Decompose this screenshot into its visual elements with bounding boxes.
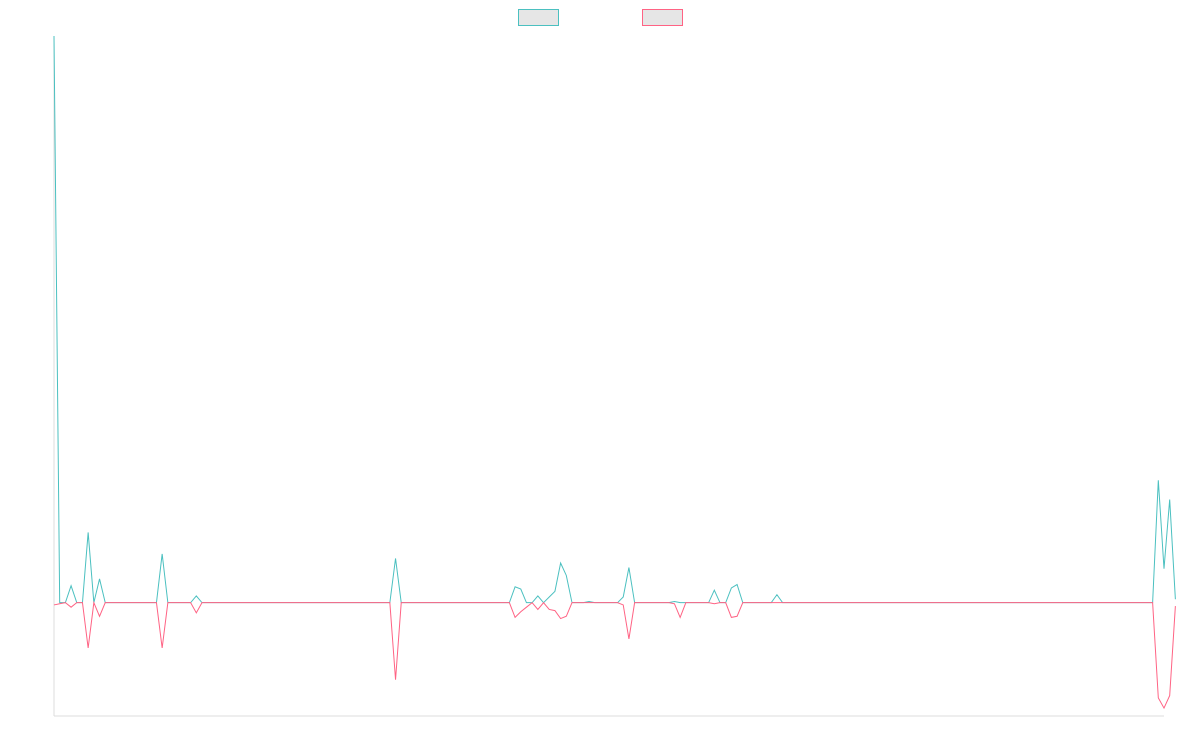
series-line-1 (53, 35, 1176, 604)
legend-swatch-1 (518, 9, 559, 26)
legend-swatch-2 (642, 9, 683, 26)
legend-item-2[interactable] (642, 9, 683, 26)
series-line-2 (53, 600, 1176, 710)
legend-item-1[interactable] (518, 9, 559, 26)
axes (53, 36, 1164, 717)
legend[interactable] (518, 9, 683, 26)
plot-area (53, 35, 1176, 710)
